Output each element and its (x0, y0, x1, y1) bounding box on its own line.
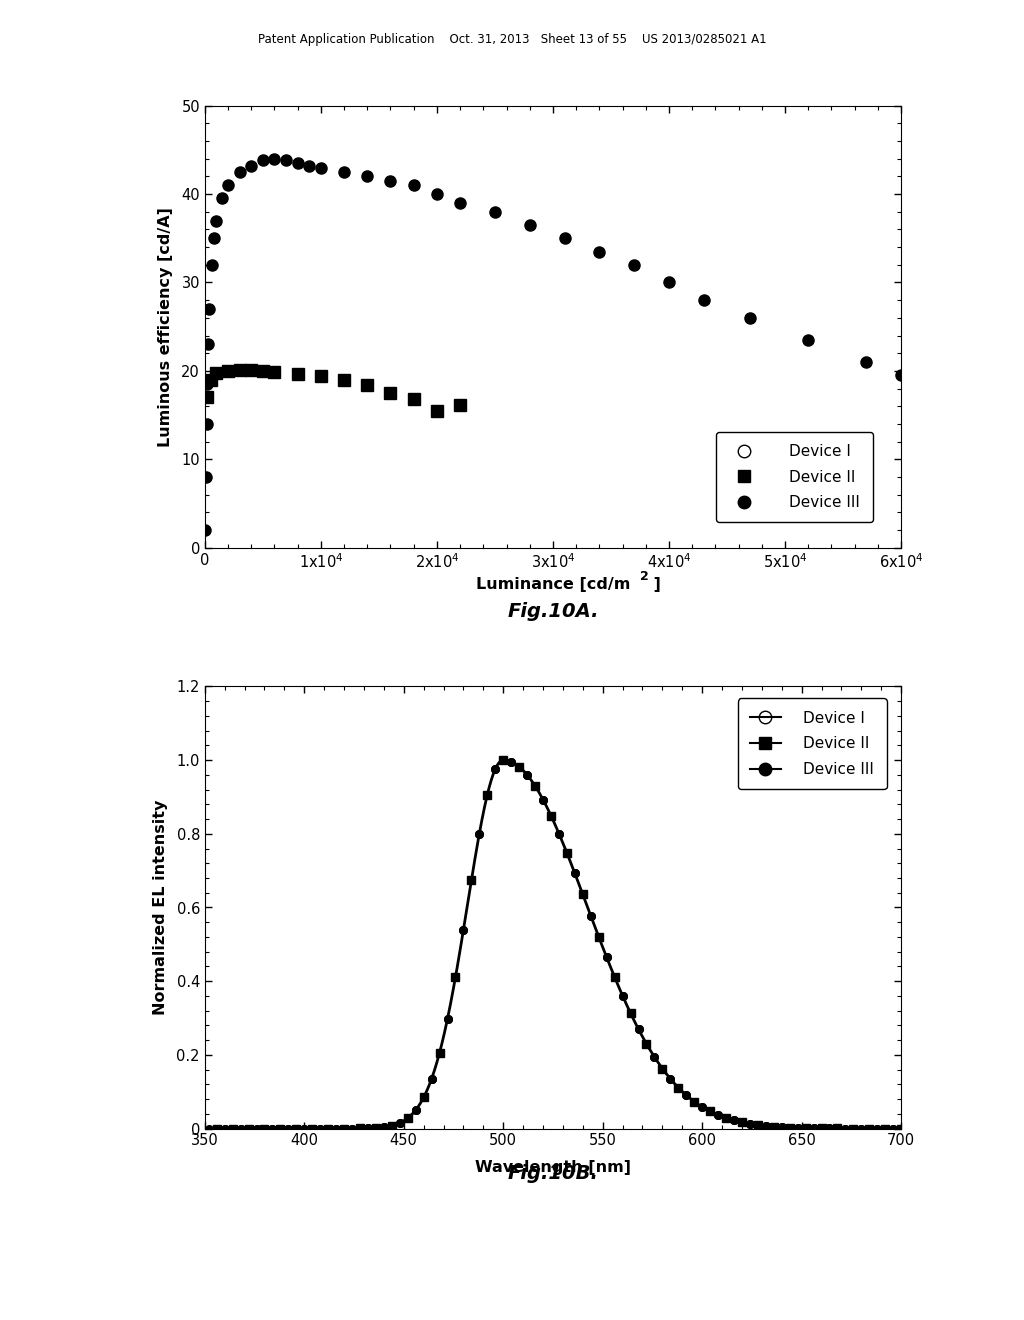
Text: Fig.10B.: Fig.10B. (508, 1164, 598, 1183)
Text: ]: ] (648, 577, 662, 591)
Text: 2: 2 (640, 570, 649, 583)
X-axis label: Wavelength [nm]: Wavelength [nm] (475, 1159, 631, 1175)
Text: Fig.10A.: Fig.10A. (507, 602, 599, 620)
Text: Patent Application Publication    Oct. 31, 2013   Sheet 13 of 55    US 2013/0285: Patent Application Publication Oct. 31, … (258, 33, 766, 46)
Y-axis label: Normalized EL intensity: Normalized EL intensity (154, 800, 168, 1015)
Text: Luminance [cd/m: Luminance [cd/m (476, 577, 630, 591)
Y-axis label: Luminous efficiency [cd/A]: Luminous efficiency [cd/A] (158, 207, 173, 446)
Legend: Device I, Device II, Device III: Device I, Device II, Device III (737, 698, 887, 789)
Legend: Device I, Device II, Device III: Device I, Device II, Device III (716, 432, 872, 523)
